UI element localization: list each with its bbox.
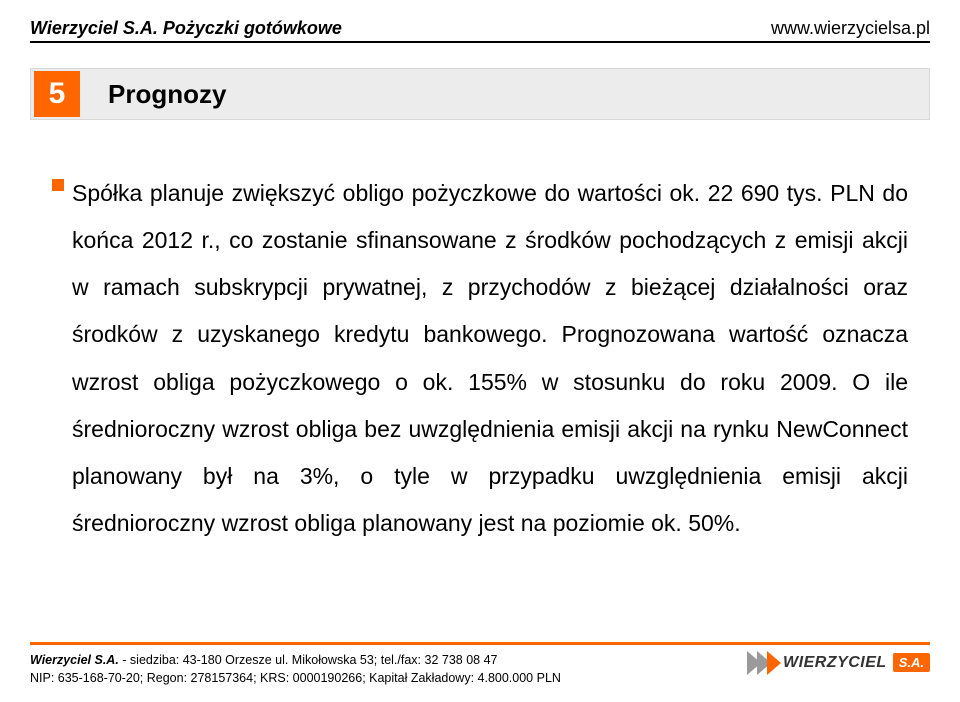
section-number: 5 — [34, 71, 80, 117]
section-title: Prognozy — [108, 79, 226, 110]
logo-arrows-icon — [747, 651, 777, 675]
page-footer: Wierzyciel S.A. - siedziba: 43-180 Orzes… — [30, 642, 930, 689]
footer-company: Wierzyciel S.A. — [30, 653, 119, 667]
product-name-text: Pożyczki gotówkowe — [163, 18, 342, 38]
footer-line1-rest: - siedziba: 43-180 Orzesze ul. Mikołowsk… — [119, 653, 498, 667]
footer-text: Wierzyciel S.A. - siedziba: 43-180 Orzes… — [30, 651, 561, 689]
bullet-icon — [52, 179, 64, 191]
section-bar: 5 Prognozy — [30, 68, 930, 120]
body-paragraph: Spółka planuje zwiększyć obligo pożyczko… — [72, 170, 908, 547]
footer-logo: WIERZYCIEL S.A. — [747, 651, 930, 675]
logo-text: WIERZYCIEL — [783, 654, 887, 672]
body-area: Spółka planuje zwiększyć obligo pożyczko… — [52, 170, 908, 547]
logo-sa-badge: S.A. — [893, 653, 930, 672]
header-left: Wierzyciel S.A. Pożyczki gotówkowe — [30, 18, 342, 39]
footer-line2: NIP: 635-168-70-20; Regon: 278157364; KR… — [30, 671, 561, 685]
page-header: Wierzyciel S.A. Pożyczki gotówkowe www.w… — [30, 18, 930, 43]
company-name: Wierzyciel S.A. — [30, 18, 158, 38]
header-url: www.wierzycielsa.pl — [771, 18, 930, 39]
